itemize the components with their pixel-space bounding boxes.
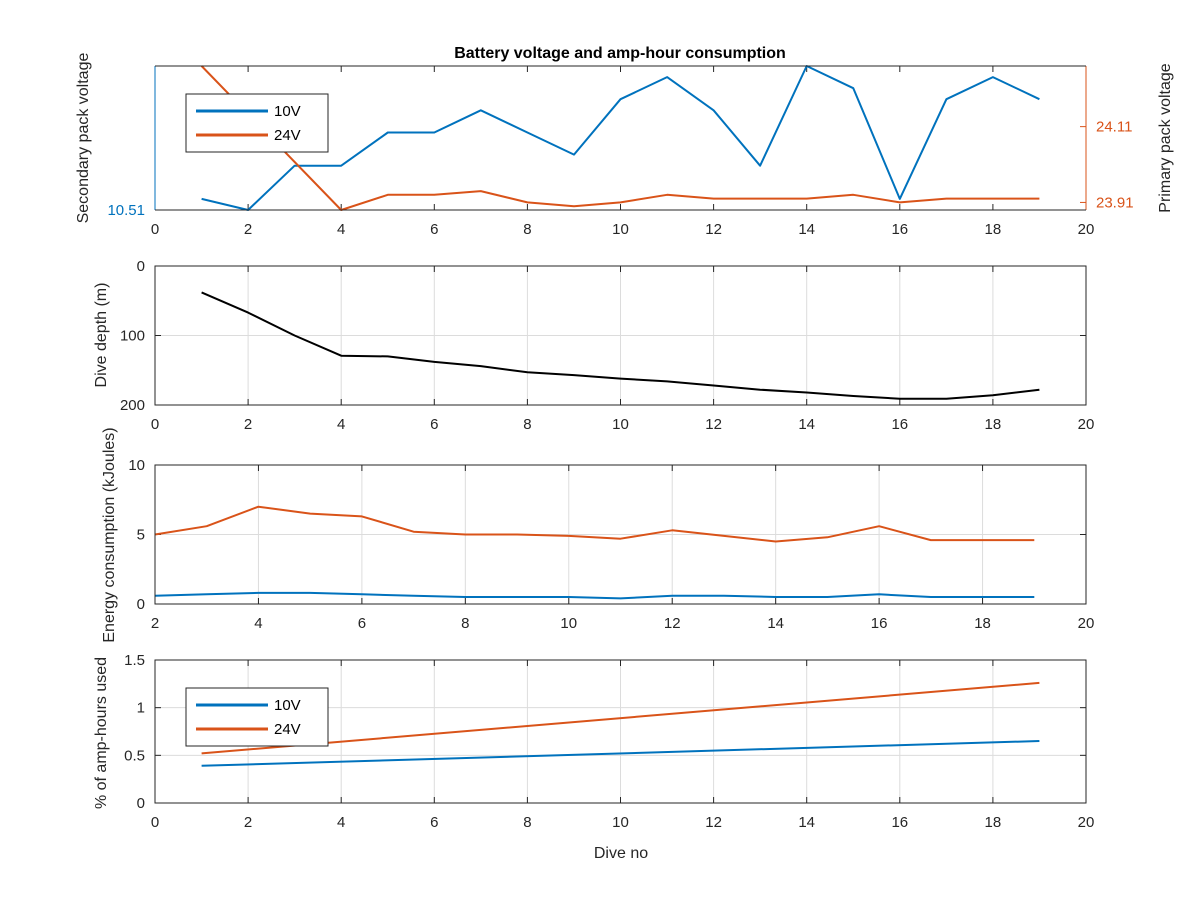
x-tick-label-3: 16 (891, 814, 908, 831)
x-tick-label-0: 20 (1078, 221, 1095, 238)
y-tick-label-3: 0.5 (124, 747, 145, 764)
legend-label-0-1: 24V (274, 127, 301, 144)
series-line-0-0 (201, 65, 1040, 211)
axes-frame-3 (154, 659, 1087, 804)
x-tick-label-2: 6 (358, 615, 366, 632)
series-line-2-0 (154, 505, 1035, 543)
x-tick-label-0: 6 (430, 221, 438, 238)
x-tick-label-1: 12 (705, 416, 722, 433)
x-tick-label-0: 12 (705, 221, 722, 238)
series-line-3-1 (201, 681, 1040, 755)
x-tick-label-3: 20 (1078, 814, 1095, 831)
y-right-tick-label-0: 24.11 (1096, 119, 1132, 136)
x-tick-label-3: 2 (244, 814, 252, 831)
axes-frame-1 (154, 265, 1087, 406)
x-tick-label-2: 8 (461, 615, 469, 632)
x-tick-label-2: 16 (871, 615, 888, 632)
x-tick-label-0: 16 (891, 221, 908, 238)
y-tick-label-1: 200 (120, 397, 145, 414)
x-tick-label-2: 12 (664, 615, 681, 632)
y-tick-label-2: 10 (128, 457, 145, 474)
chart-title: Battery voltage and amp-hour consumption (454, 45, 786, 62)
x-tick-label-1: 16 (891, 416, 908, 433)
x-tick-label-2: 4 (254, 615, 262, 632)
x-tick-label-3: 10 (612, 814, 629, 831)
legend-box-0 (185, 93, 329, 153)
x-tick-label-3: 4 (337, 814, 345, 831)
x-tick-label-3: 6 (430, 814, 438, 831)
legend-label-0-0: 10V (274, 103, 301, 120)
y-tick-label-0: 10.51 (107, 202, 145, 219)
x-tick-label-3: 18 (985, 814, 1002, 831)
x-tick-label-2: 20 (1078, 615, 1095, 632)
x-tick-label-1: 0 (151, 416, 159, 433)
y-tick-label-2: 0 (137, 596, 145, 613)
dive-depth-label: Dive depth (m) (93, 283, 110, 388)
y-tick-label-3: 1.5 (124, 652, 145, 669)
legend-box-3 (185, 687, 329, 747)
y-tick-label-3: 0 (137, 795, 145, 812)
series-line-3-0 (201, 740, 1040, 767)
x-tick-label-3: 12 (705, 814, 722, 831)
x-tick-label-1: 14 (798, 416, 815, 433)
x-tick-label-0: 8 (523, 221, 531, 238)
x-tick-label-1: 18 (985, 416, 1002, 433)
secondary-pack-voltage-label: Secondary pack voltage (75, 53, 92, 224)
x-tick-label-1: 20 (1078, 416, 1095, 433)
x-tick-label-1: 2 (244, 416, 252, 433)
x-tick-label-1: 8 (523, 416, 531, 433)
y-tick-label-1: 100 (120, 328, 145, 345)
y-tick-label-3: 1 (137, 700, 145, 717)
series-line-2-1 (154, 591, 1035, 600)
y-tick-label-2: 5 (137, 527, 145, 544)
y-right-tick-label-0: 23.91 (1096, 194, 1134, 211)
series-line-0-1 (200, 65, 1040, 211)
x-tick-label-1: 6 (430, 416, 438, 433)
x-tick-label-0: 14 (798, 221, 815, 238)
legend-label-3-0: 10V (274, 697, 301, 714)
x-axis-label: Dive no (594, 845, 648, 862)
x-tick-label-1: 4 (337, 416, 345, 433)
series-line-1-0 (201, 291, 1040, 400)
x-tick-label-0: 4 (337, 221, 345, 238)
x-tick-label-2: 14 (767, 615, 784, 632)
x-tick-label-2: 18 (974, 615, 991, 632)
axes-frame-2 (154, 464, 1087, 605)
amp-hours-used-label: % of amp-hours used (93, 657, 110, 809)
x-tick-label-0: 0 (151, 221, 159, 238)
x-tick-label-0: 2 (244, 221, 252, 238)
x-tick-label-3: 0 (151, 814, 159, 831)
x-tick-label-3: 8 (523, 814, 531, 831)
x-tick-label-0: 10 (612, 221, 629, 238)
x-tick-label-3: 14 (798, 814, 815, 831)
y-tick-label-1: 0 (137, 258, 145, 275)
primary-pack-voltage-label: Primary pack voltage (1157, 63, 1174, 212)
energy-consumption-label: Energy consumption (kJoules) (101, 427, 118, 642)
x-tick-label-2: 10 (560, 615, 577, 632)
legend-label-3-1: 24V (274, 721, 301, 738)
x-tick-label-1: 10 (612, 416, 629, 433)
x-tick-label-0: 18 (985, 221, 1002, 238)
x-tick-label-2: 2 (151, 615, 159, 632)
